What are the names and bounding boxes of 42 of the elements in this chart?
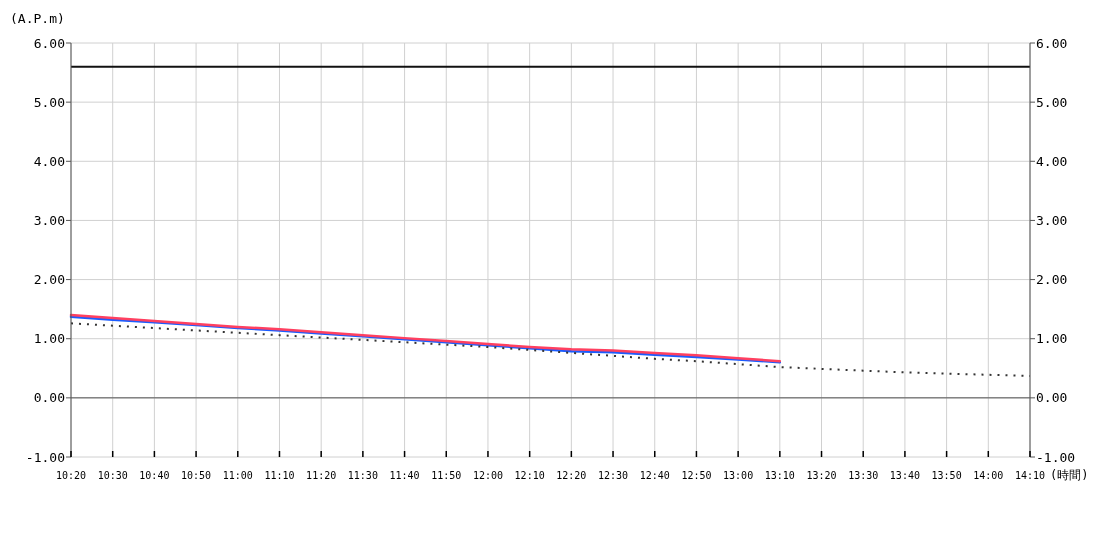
x-tick-label: 11:50 — [431, 470, 462, 481]
x-tick-label: 13:50 — [931, 470, 962, 481]
x-tick-label: 13:10 — [764, 470, 795, 481]
y-axis-title: (A.P.m) — [10, 11, 65, 26]
y-tick-label: 2.00 — [33, 272, 65, 288]
y-tick-label: 5.00 — [33, 94, 65, 110]
x-tick-label: 13:40 — [889, 470, 920, 481]
x-tick-label: 14:00 — [973, 470, 1004, 481]
x-tick-label: 10:50 — [181, 470, 212, 481]
x-tick-label: 11:10 — [264, 470, 295, 481]
x-tick-label: 11:40 — [389, 470, 420, 481]
x-tick-label: 12:30 — [597, 470, 629, 481]
x-tick-label: 12:10 — [514, 470, 545, 481]
x-tick-label: 12:50 — [681, 470, 712, 481]
x-tick-label: 11:30 — [347, 470, 378, 481]
y2-tick-label: -1.00 — [1036, 449, 1076, 465]
x-axis-title: (時間) — [1050, 468, 1089, 482]
x-tick-label: 11:20 — [306, 470, 337, 481]
y2-tick-label: 3.00 — [1036, 212, 1068, 228]
x-tick-label: 13:30 — [848, 470, 879, 481]
y2-tick-label: 0.00 — [1036, 390, 1068, 406]
x-tick-label: 13:00 — [723, 470, 754, 481]
y-tick-label: 4.00 — [33, 153, 65, 169]
y2-tick-label: 1.00 — [1036, 331, 1068, 347]
x-tick-label: 14:10 — [1014, 470, 1046, 481]
x-tick-label: 10:20 — [55, 470, 87, 481]
x-tick-label: 10:30 — [97, 470, 128, 481]
y2-tick-label: 4.00 — [1036, 153, 1068, 169]
x-tick-label: 10:40 — [139, 470, 170, 481]
x-tick-label: 13:20 — [806, 470, 837, 481]
x-tick-label: 11:00 — [222, 470, 253, 481]
y2-tick-label: 6.00 — [1036, 35, 1068, 51]
y-tick-label: 1.00 — [33, 331, 65, 347]
y2-tick-label: 5.00 — [1036, 94, 1068, 110]
x-tick-label: 12:40 — [639, 470, 670, 481]
x-tick-label: 12:00 — [472, 470, 504, 481]
y-tick-label: 0.00 — [33, 390, 65, 406]
x-tick-label: 12:20 — [556, 470, 587, 481]
y-tick-label: -1.00 — [25, 449, 65, 465]
y-tick-label: 6.00 — [33, 35, 65, 51]
y2-tick-label: 2.00 — [1036, 272, 1068, 288]
y-tick-label: 3.00 — [33, 212, 65, 228]
